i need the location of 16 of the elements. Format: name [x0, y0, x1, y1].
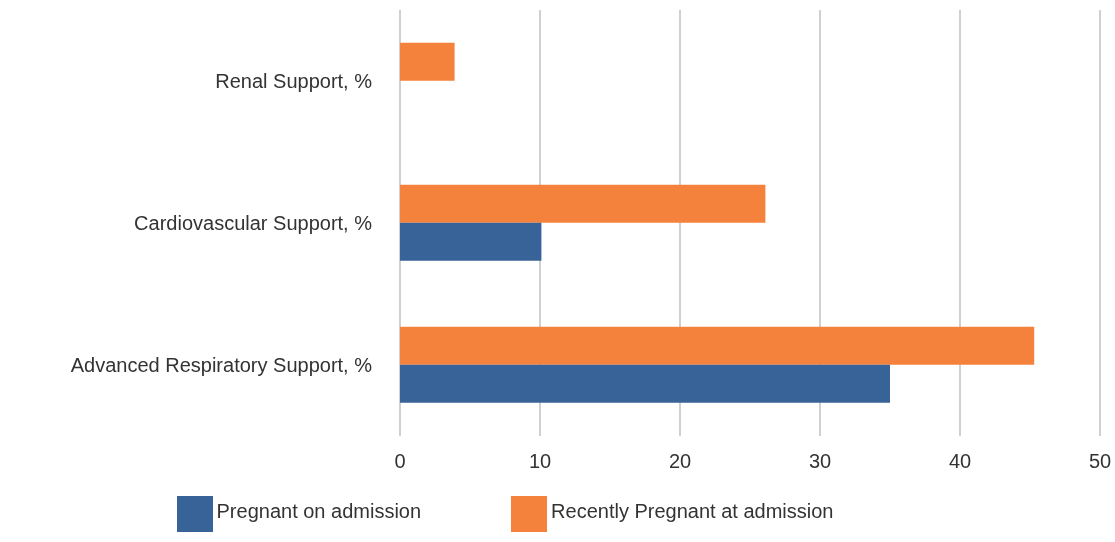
y-tick-label: Renal Support, %	[215, 70, 373, 93]
x-tick-label: 10	[528, 450, 552, 473]
x-tick-label: 0	[394, 450, 406, 473]
bar	[400, 42, 455, 81]
bar	[400, 184, 766, 223]
y-tick-label: Cardiovascular Support, %	[134, 212, 373, 235]
legend-label: Recently Pregnant at admission	[551, 499, 834, 522]
y-tick-label: Advanced Respiratory Support, %	[70, 354, 373, 377]
bar	[400, 222, 542, 261]
legend-label: Pregnant on admission	[216, 499, 422, 522]
x-tick-label: 20	[668, 450, 692, 473]
bar	[400, 326, 1035, 365]
x-tick-label: 50	[1088, 450, 1112, 473]
x-tick-label: 30	[808, 450, 832, 473]
x-tick-label: 40	[948, 450, 972, 473]
bar	[400, 364, 890, 403]
